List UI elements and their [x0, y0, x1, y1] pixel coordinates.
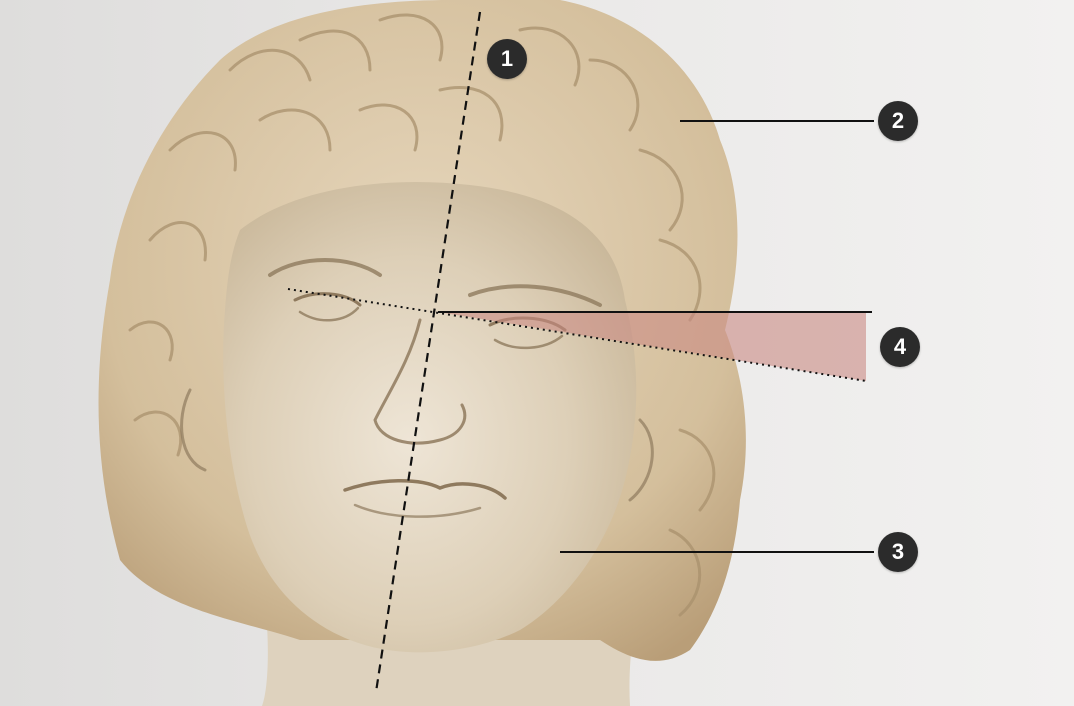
facial-features — [180, 258, 654, 518]
eye-axis-line — [287, 288, 867, 382]
eye-angle-highlight — [438, 312, 866, 381]
marker-3: 3 — [878, 532, 918, 572]
marker-4: 4 — [880, 327, 920, 367]
sculpture-face — [223, 182, 637, 653]
marker-2: 2 — [878, 101, 918, 141]
central-axis-line — [374, 11, 482, 693]
hair-curls — [128, 13, 716, 617]
marker-1: 1 — [487, 39, 527, 79]
